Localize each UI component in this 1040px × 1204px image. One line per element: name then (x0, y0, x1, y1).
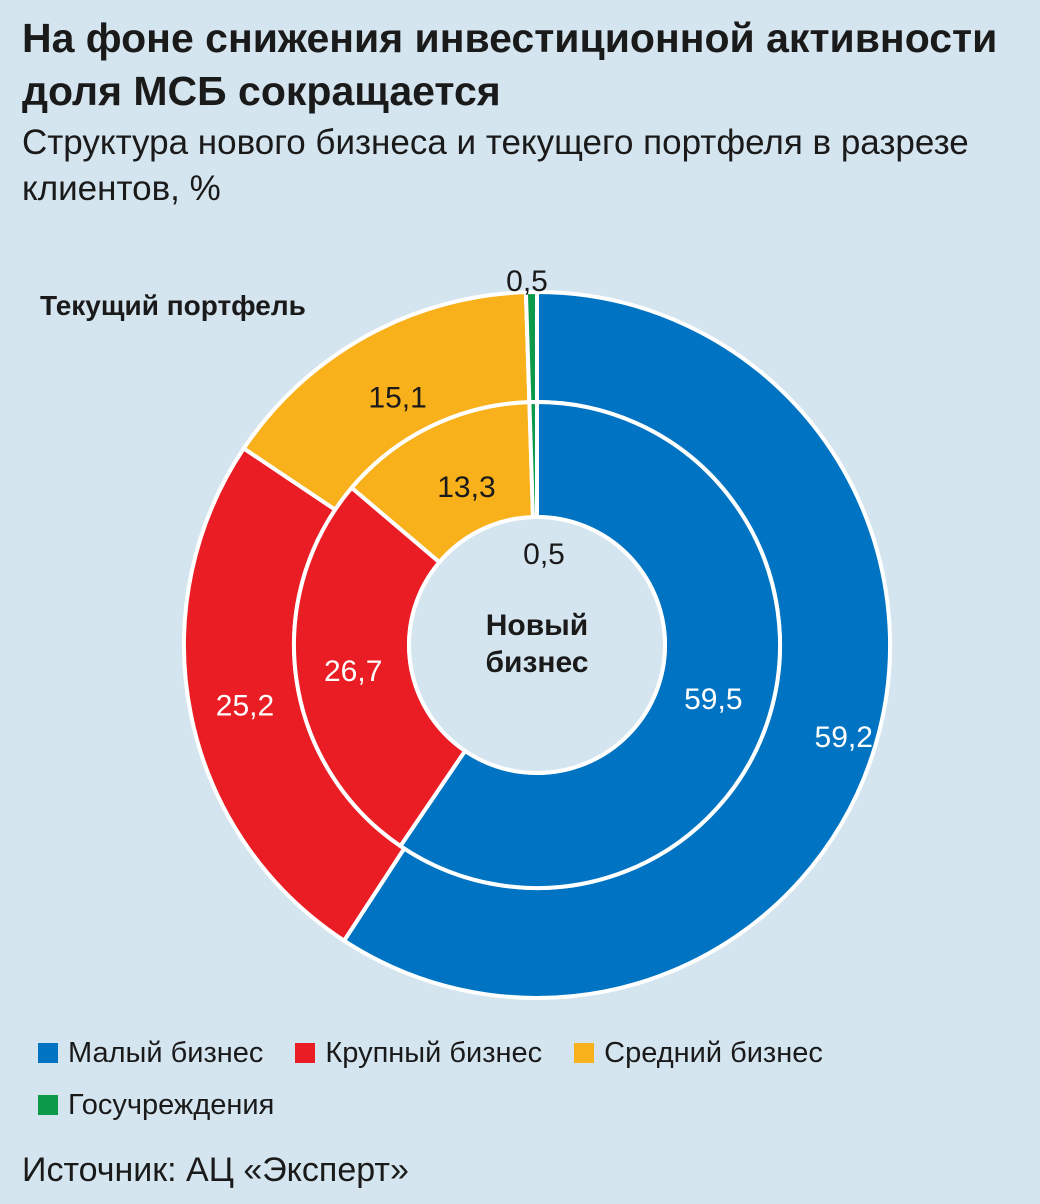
inner-label-gov: 0,5 (523, 538, 565, 571)
outer-label-large: 25,2 (216, 690, 274, 723)
inner-ring-label-line1: Новый (486, 609, 589, 642)
outer-ring-label: Текущий портфель (40, 290, 306, 321)
inner-ring-label-line2: бизнес (486, 646, 589, 679)
inner-label-medium: 13,3 (437, 471, 495, 504)
legend-label-small: Малый бизнес (68, 1037, 264, 1069)
chart-subtitle: Структура нового бизнеса и текущего порт… (22, 123, 969, 208)
legend-item-medium: Средний бизнес (574, 1035, 823, 1071)
center-hole (407, 515, 667, 775)
legend: Малый бизнес Крупный бизнес Средний бизн… (38, 1030, 1018, 1134)
outer-label-small: 59,2 (815, 721, 873, 754)
outer-slice-gov (523, 289, 539, 405)
nested-donut-chart: 59,2 25,2 15,1 0,5 59,5 26,7 13,3 0,5 Новый биз… (182, 265, 892, 1000)
legend-row-2: Госучреждения (38, 1082, 1018, 1128)
legend-item-gov: Госучреждения (38, 1087, 274, 1123)
legend-label-large: Крупный бизнес (325, 1037, 543, 1069)
legend-label-gov: Госучреждения (68, 1089, 275, 1121)
legend-swatch-gov (38, 1095, 58, 1115)
legend-row-1: Малый бизнес Крупный бизнес Средний бизн… (38, 1030, 1018, 1076)
legend-swatch-small (38, 1043, 58, 1063)
inner-label-small: 59,5 (684, 683, 742, 716)
outer-label-medium: 15,1 (368, 381, 426, 414)
legend-label-medium: Средний бизнес (604, 1037, 823, 1069)
inner-label-large: 26,7 (324, 655, 382, 688)
chart-title: На фоне снижения инвестиционной активнос… (22, 15, 998, 114)
source-note: Источник: АЦ «Эксперт» (22, 1151, 409, 1189)
outer-label-gov: 0,5 (506, 265, 548, 298)
legend-swatch-medium (574, 1043, 595, 1063)
legend-item-large: Крупный бизнес (295, 1035, 542, 1071)
legend-swatch-large (295, 1043, 316, 1063)
inner-slice-gov (527, 399, 539, 520)
legend-item-small: Малый бизнес (38, 1035, 263, 1071)
value-labels: 59,2 25,2 15,1 0,5 59,5 26,7 13,3 0,5 (216, 265, 873, 754)
